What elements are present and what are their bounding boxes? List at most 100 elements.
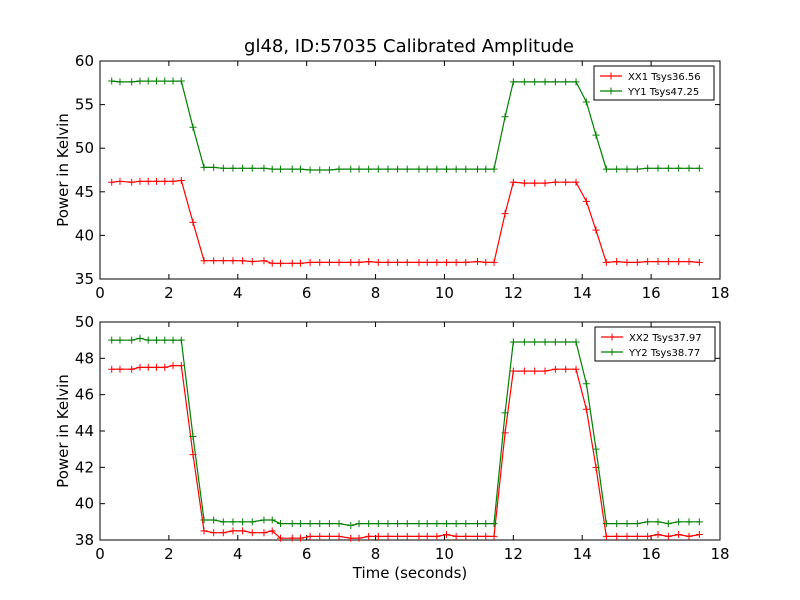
bottom-data-point-1 bbox=[296, 520, 304, 528]
bottom-x-tick-label: 16 bbox=[642, 545, 661, 563]
top-data-point-0 bbox=[482, 258, 490, 266]
bottom-data-point-1 bbox=[623, 520, 631, 528]
top-x-tick-label: 18 bbox=[710, 284, 729, 302]
bottom-data-point-0 bbox=[482, 532, 490, 540]
top-data-point-1 bbox=[189, 123, 197, 131]
top-ticks: 0 2 4 6 8 10 12 14 16 18 35 40 45 50 55 60 bbox=[75, 52, 730, 302]
top-data-point-0 bbox=[602, 258, 610, 266]
top-data-point-1 bbox=[695, 164, 703, 172]
bottom-data-point-1 bbox=[415, 520, 423, 528]
bottom-data-point-0 bbox=[531, 367, 539, 375]
top-data-point-1 bbox=[128, 78, 136, 86]
bottom-data-point-1 bbox=[452, 520, 460, 528]
top-data-point-1 bbox=[116, 78, 124, 86]
bottom-data-point-0 bbox=[177, 362, 185, 370]
top-data-point-1 bbox=[394, 165, 402, 173]
top-data-point-1 bbox=[144, 77, 152, 85]
bottom-data-point-0 bbox=[623, 532, 631, 540]
top-y-tick-label: 55 bbox=[75, 96, 94, 114]
top-x-tick-label: 8 bbox=[371, 284, 381, 302]
bottom-x-tick-label: 10 bbox=[435, 545, 454, 563]
top-data-point-1 bbox=[248, 164, 256, 172]
top-data-point-0 bbox=[415, 258, 423, 266]
bottom-data-point-0 bbox=[296, 534, 304, 542]
bottom-data-point-0 bbox=[276, 534, 284, 542]
bottom-data-point-0 bbox=[335, 532, 343, 540]
bottom-data-point-1 bbox=[347, 521, 355, 529]
top-data-point-1 bbox=[152, 77, 160, 85]
bottom-data-point-0 bbox=[161, 363, 169, 371]
top-data-point-1 bbox=[276, 165, 284, 173]
bottom-data-point-0 bbox=[288, 534, 296, 542]
top-data-point-1 bbox=[335, 165, 343, 173]
bottom-data-point-1 bbox=[116, 336, 124, 344]
bottom-data-point-0 bbox=[268, 527, 276, 535]
bottom-x-tick-label: 6 bbox=[302, 545, 312, 563]
bottom-data-point-1 bbox=[613, 520, 621, 528]
bottom-data-point-0 bbox=[490, 532, 498, 540]
bottom-data-point-1 bbox=[403, 520, 411, 528]
top-data-point-1 bbox=[443, 165, 451, 173]
top-data-point-1 bbox=[602, 165, 610, 173]
top-y-tick-label: 45 bbox=[75, 183, 94, 201]
bottom-data-point-1 bbox=[306, 520, 314, 528]
bottom-data-point-1 bbox=[268, 516, 276, 524]
top-data-point-0 bbox=[490, 258, 498, 266]
top-data-point-1 bbox=[654, 164, 662, 172]
bottom-data-point-1 bbox=[654, 518, 662, 526]
bottom-data-point-1 bbox=[509, 338, 517, 346]
bottom-x-axis-label: Time (seconds) bbox=[352, 564, 468, 582]
bottom-data-point-0 bbox=[210, 529, 218, 537]
top-data-point-1 bbox=[260, 164, 268, 172]
top-data-point-0 bbox=[306, 258, 314, 266]
top-data-point-0 bbox=[462, 258, 470, 266]
bottom-data-point-0 bbox=[152, 363, 160, 371]
top-data-point-1 bbox=[644, 164, 652, 172]
bottom-y-tick-label: 40 bbox=[75, 495, 94, 513]
bottom-data-point-0 bbox=[443, 531, 451, 539]
bottom-data-point-0 bbox=[260, 529, 268, 537]
top-data-point-0 bbox=[108, 178, 116, 186]
bottom-data-point-0 bbox=[415, 532, 423, 540]
top-data-point-1 bbox=[239, 164, 247, 172]
top-data-point-0 bbox=[116, 177, 124, 185]
top-data-point-0 bbox=[347, 258, 355, 266]
top-data-point-1 bbox=[462, 165, 470, 173]
bottom-data-point-1 bbox=[602, 520, 610, 528]
top-data-point-1 bbox=[551, 78, 559, 86]
top-data-point-1 bbox=[415, 165, 423, 173]
bottom-data-point-0 bbox=[633, 532, 641, 540]
top-data-point-1 bbox=[623, 165, 631, 173]
bottom-data-point-0 bbox=[325, 532, 333, 540]
top-data-point-0 bbox=[161, 177, 169, 185]
top-y-tick-label: 40 bbox=[75, 226, 94, 244]
bottom-data-point-0 bbox=[316, 532, 324, 540]
bottom-data-point-0 bbox=[169, 362, 177, 370]
top-data-point-0 bbox=[551, 178, 559, 186]
top-data-point-1 bbox=[219, 164, 227, 172]
bottom-data-point-1 bbox=[633, 520, 641, 528]
top-data-point-0 bbox=[210, 257, 218, 265]
bottom-data-point-0 bbox=[551, 365, 559, 373]
top-data-point-1 bbox=[613, 165, 621, 173]
top-data-point-0 bbox=[443, 258, 451, 266]
bottom-data-point-0 bbox=[136, 363, 144, 371]
bottom-y-tick-label: 46 bbox=[75, 386, 94, 404]
top-x-tick-label: 2 bbox=[164, 284, 174, 302]
top-data-point-0 bbox=[664, 258, 672, 266]
top-data-point-0 bbox=[685, 258, 693, 266]
top-data-point-0 bbox=[200, 257, 208, 265]
bottom-data-point-1 bbox=[482, 520, 490, 528]
top-data-point-1 bbox=[288, 165, 296, 173]
bottom-data-point-0 bbox=[474, 532, 482, 540]
top-data-point-0 bbox=[365, 258, 373, 266]
top-data-point-0 bbox=[325, 258, 333, 266]
top-data-point-1 bbox=[541, 78, 549, 86]
top-data-point-0 bbox=[288, 259, 296, 267]
bottom-data-point-1 bbox=[325, 520, 333, 528]
top-data-point-1 bbox=[161, 77, 169, 85]
bottom-data-point-1 bbox=[695, 518, 703, 526]
